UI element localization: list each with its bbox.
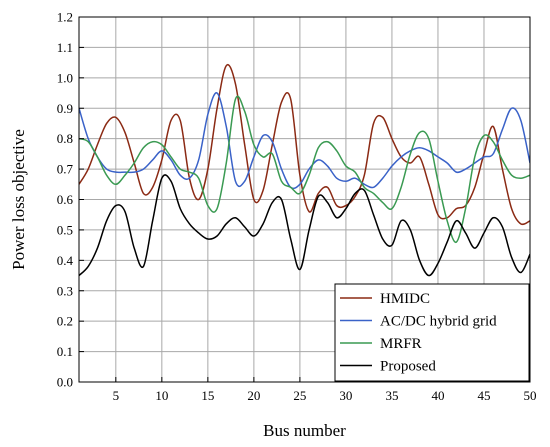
- x-tick-label: 45: [477, 388, 490, 403]
- y-axis-title: Power loss objective: [9, 129, 28, 270]
- legend: HMIDC AC/DC hybrid grid MRFR Proposed: [334, 283, 530, 382]
- y-tick-label: 0.9: [57, 101, 73, 116]
- legend-label-ac-dc-hybrid-grid: AC/DC hybrid grid: [380, 314, 497, 330]
- x-tick-label: 10: [155, 388, 168, 403]
- y-tick-label: 0.7: [57, 162, 74, 177]
- x-tick-label: 50: [524, 388, 537, 403]
- y-tick-label: 0.4: [57, 253, 74, 268]
- series-line-mrfr: [79, 95, 530, 243]
- x-tick-label: 40: [431, 388, 444, 403]
- x-tick-label: 35: [385, 388, 398, 403]
- x-tick-label: 20: [247, 388, 260, 403]
- x-tick-label: 25: [293, 388, 306, 403]
- y-tick-label: 0.5: [57, 222, 73, 237]
- legend-label-mrfr: MRFR: [380, 336, 422, 352]
- legend-label-hmidc: HMIDC: [380, 291, 430, 307]
- y-tick-label: 1.1: [57, 40, 73, 55]
- series-line-proposed: [79, 174, 530, 277]
- legend-label-proposed: Proposed: [380, 359, 436, 375]
- y-tick-label: 1.0: [57, 70, 73, 85]
- x-tick-label: 5: [113, 388, 120, 403]
- y-tick-label: 0.6: [57, 192, 74, 207]
- y-tick-label: 1.2: [57, 10, 73, 25]
- y-tick-label: 0.1: [57, 344, 73, 359]
- x-axis-title: Bus number: [263, 421, 346, 440]
- series-line-ac-dc-hybrid-grid: [79, 92, 530, 190]
- y-tick-label: 0.8: [57, 131, 73, 146]
- y-tick-label: 0.3: [57, 283, 73, 298]
- y-tick-label: 0.2: [57, 314, 73, 329]
- series-line-hmidc: [79, 63, 530, 226]
- x-tick-label: 30: [339, 388, 352, 403]
- x-tick-label: 15: [201, 388, 214, 403]
- series-lines: [79, 63, 530, 277]
- axis-ticks: 5 10 15 20 25 30 35 40 45 50 0.0 0.1 0.2 0.3 0.4 0.5 0.6…: [57, 10, 537, 404]
- y-tick-label: 0.0: [57, 375, 73, 390]
